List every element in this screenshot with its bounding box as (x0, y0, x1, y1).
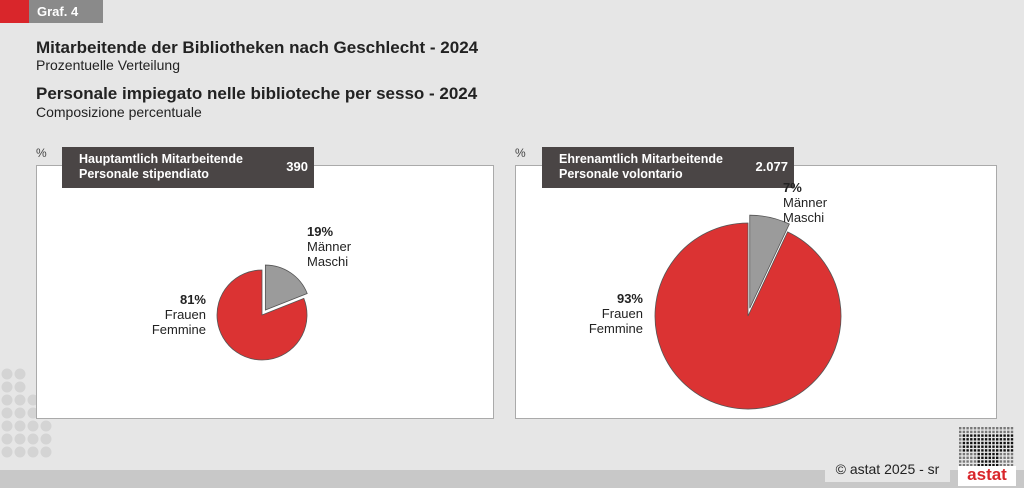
unit-label-left: % (36, 146, 47, 160)
total-count: 2.077 (755, 159, 788, 174)
subtitle-it: Composizione percentuale (36, 104, 202, 120)
header-title-de: Hauptamtlich Mitarbeitende (79, 152, 243, 166)
women-label-left: 81% Frauen Femmine (151, 292, 206, 337)
unit-label-right: % (515, 146, 526, 160)
men-label-left: 19% Männer Maschi (307, 224, 352, 269)
graph-number-tag: Graf. 4 (29, 0, 103, 23)
astat-logo-icon (959, 427, 1014, 467)
men-label-right: 7% Männer Maschi (783, 180, 828, 225)
title-it: Personale impiegato nelle biblioteche pe… (36, 84, 478, 103)
title-de: Mitarbeitende der Bibliotheken nach Gesc… (36, 38, 479, 57)
copyright: © astat 2025 - sr (825, 458, 950, 482)
pie-chart-left (216, 264, 308, 361)
pie-slice-men (264, 264, 308, 311)
subtitle-de: Prozentuelle Verteilung (36, 57, 180, 73)
women-label-right: 93% Frauen Femmine (588, 291, 643, 336)
header-title-it: Personale stipendiato (79, 167, 209, 181)
header-title-it: Personale volontario (559, 167, 683, 181)
chart-header-left: Hauptamtlich Mitarbeitende Personale sti… (62, 147, 314, 188)
pie-slice-men (749, 214, 790, 309)
footer-bar (0, 470, 1024, 488)
header-title-de: Ehrenamtlich Mitarbeitende (559, 152, 723, 166)
chart-header-right: Ehrenamtlich Mitarbeitende Personale vol… (542, 147, 794, 188)
pie-slice-women (654, 222, 842, 410)
astat-logo-text: astat (958, 466, 1016, 486)
pie-slice-women (216, 269, 308, 361)
pie-chart-right (654, 214, 842, 410)
total-count: 390 (286, 159, 308, 174)
red-tag-marker (0, 0, 29, 23)
